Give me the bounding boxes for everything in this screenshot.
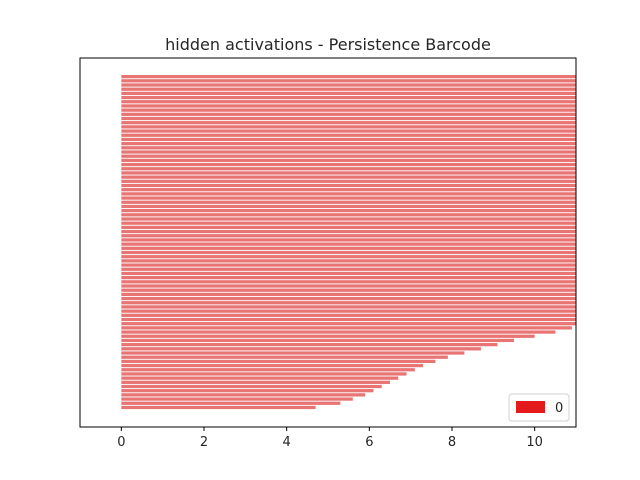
x-tick-label: 4 bbox=[283, 435, 291, 450]
barcode-bar bbox=[121, 271, 576, 276]
barcode-bar bbox=[121, 200, 576, 204]
legend-label: 0 bbox=[555, 401, 563, 416]
barcode-bar bbox=[121, 343, 498, 347]
barcode-bar bbox=[121, 129, 576, 133]
barcode-bar bbox=[121, 305, 576, 309]
barcode-bar bbox=[121, 405, 316, 410]
barcode-bar bbox=[121, 255, 576, 259]
barcode-bar bbox=[121, 284, 576, 288]
barcode-bar bbox=[121, 313, 576, 317]
barcode-bar bbox=[121, 330, 556, 334]
barcode-bar bbox=[121, 292, 576, 297]
barcode-bar bbox=[121, 347, 481, 351]
barcode-bar bbox=[121, 108, 576, 112]
barcode-bar bbox=[121, 393, 366, 397]
barcode-bar bbox=[121, 142, 576, 146]
barcode-bar bbox=[121, 183, 576, 188]
x-tick-label: 2 bbox=[200, 435, 208, 450]
barcode-bar bbox=[121, 79, 576, 83]
x-axis: 0 2 4 6 8 10 bbox=[117, 427, 543, 450]
barcode-bar bbox=[121, 301, 576, 305]
barcode-bar bbox=[121, 246, 576, 250]
barcode-bar bbox=[121, 209, 576, 213]
barcode-bar bbox=[121, 217, 576, 221]
barcode-bar bbox=[121, 75, 576, 79]
barcode-bar bbox=[121, 204, 576, 209]
barcode-bar bbox=[121, 309, 576, 313]
barcode-bar bbox=[121, 91, 576, 96]
barcode-bar bbox=[121, 280, 576, 284]
legend-swatch bbox=[516, 401, 545, 413]
barcode-bar bbox=[121, 322, 576, 326]
barcode-bar bbox=[121, 276, 576, 280]
barcode-bar bbox=[121, 83, 576, 87]
barcode-bar bbox=[121, 259, 576, 263]
legend: 0 bbox=[508, 393, 570, 422]
barcode-bar bbox=[121, 397, 353, 401]
barcode-bar bbox=[121, 380, 390, 384]
barcode-bar bbox=[121, 104, 576, 108]
x-tick-label: 0 bbox=[117, 435, 125, 450]
barcode-bar bbox=[121, 137, 576, 142]
barcode-bar bbox=[121, 188, 576, 192]
barcode-bar bbox=[121, 359, 436, 364]
barcode-bar bbox=[121, 87, 576, 91]
barcode-bar bbox=[121, 351, 465, 355]
barcode-bar bbox=[121, 338, 514, 343]
barcode-bar bbox=[121, 175, 576, 179]
barcode-bar bbox=[121, 146, 576, 150]
barcode-bar bbox=[121, 376, 399, 380]
barcode-bar bbox=[121, 100, 576, 104]
barcode-bar bbox=[121, 150, 576, 154]
barcode-bar bbox=[121, 384, 382, 389]
barcode-bar bbox=[121, 95, 576, 100]
barcode-bar bbox=[121, 179, 576, 183]
barcode-bar bbox=[121, 192, 576, 196]
barcode-bar bbox=[121, 229, 576, 234]
chart-title: hidden activations - Persistence Barcode bbox=[165, 35, 491, 54]
x-tick-label: 8 bbox=[448, 435, 456, 450]
barcode-bar bbox=[121, 171, 576, 175]
barcode-bar bbox=[121, 372, 407, 376]
barcode-bar bbox=[121, 250, 576, 255]
barcode-bar bbox=[121, 158, 576, 163]
barcode-bar bbox=[121, 196, 576, 200]
barcode-bar bbox=[121, 317, 576, 322]
barcode-bar bbox=[121, 221, 576, 225]
barcode-bar bbox=[121, 267, 576, 271]
barcode-bar bbox=[121, 112, 576, 116]
barcode-bar bbox=[121, 213, 576, 217]
barcode-bar bbox=[121, 326, 572, 330]
barcode-bar bbox=[121, 334, 535, 338]
x-tick-label: 6 bbox=[365, 435, 373, 450]
x-tick-label: 10 bbox=[526, 435, 543, 450]
barcode-bar bbox=[121, 225, 576, 230]
barcode-bar bbox=[121, 121, 576, 125]
barcode-bar bbox=[121, 125, 576, 129]
barcode-bar bbox=[121, 238, 576, 242]
barcode-bar bbox=[121, 116, 576, 121]
barcode-bar bbox=[121, 263, 576, 267]
barcode-bar bbox=[121, 355, 448, 359]
plot-frame bbox=[79, 57, 577, 428]
barcode-bar bbox=[121, 167, 576, 171]
barcode-bar bbox=[121, 162, 576, 167]
barcode-bar bbox=[121, 234, 576, 238]
barcode-bar bbox=[121, 368, 415, 372]
barcode-bar bbox=[121, 288, 576, 292]
barcode-bar bbox=[121, 154, 576, 158]
bars-group bbox=[121, 75, 576, 410]
barcode-bar bbox=[121, 133, 576, 137]
barcode-bar bbox=[121, 242, 576, 246]
barcode-bar bbox=[121, 296, 576, 301]
barcode-bar bbox=[121, 363, 424, 368]
barcode-bar bbox=[121, 389, 374, 393]
barcode-bar bbox=[121, 401, 341, 405]
